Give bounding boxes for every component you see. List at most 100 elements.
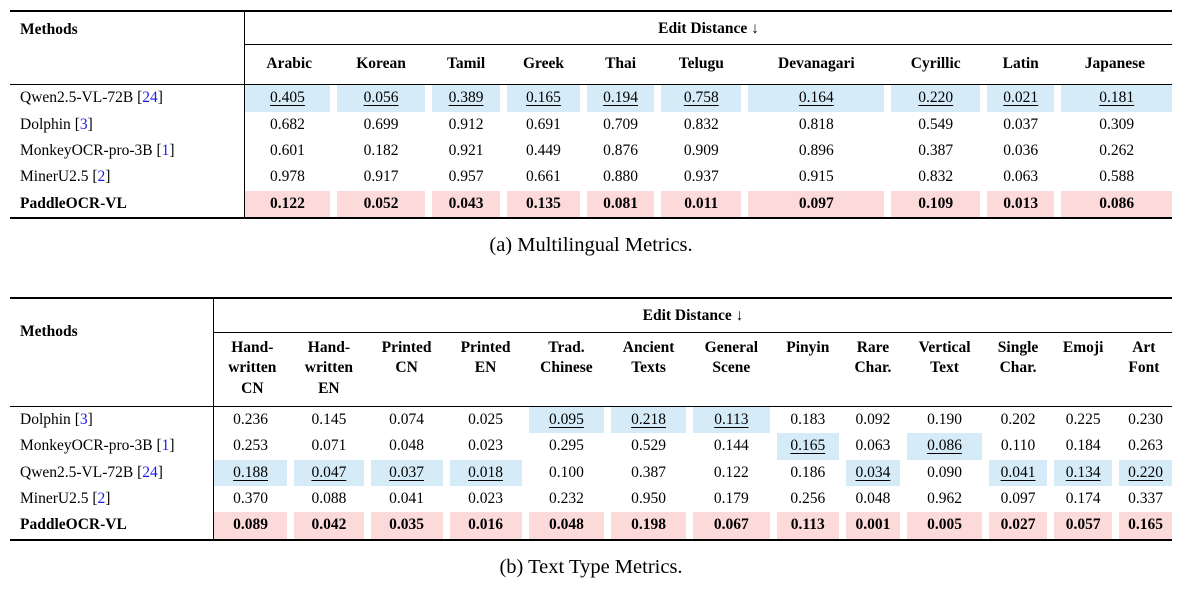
method-label: MinerU2.5 [2] xyxy=(20,486,213,512)
metric-cell: 0.937 xyxy=(658,164,745,190)
metric-value: 0.449 xyxy=(526,141,561,159)
table-row-paddleocr-vl: PaddleOCR-VL 0.122 0.052 0.043 0.135 0.081 0.0… xyxy=(10,190,1172,218)
metric-value: 0.025 xyxy=(468,411,503,428)
metric-value: 0.056 xyxy=(336,85,426,112)
column-header-telugu: Telugu xyxy=(657,44,745,86)
metric-cell: 0.135 xyxy=(504,190,584,218)
metric-cell: 0.876 xyxy=(583,138,657,164)
cite-bracket-open: [ xyxy=(137,463,143,481)
metric-value: 0.165 xyxy=(507,85,580,112)
metric-cell: 0.253 xyxy=(214,433,291,459)
metric-cell: 0.915 xyxy=(745,164,888,190)
citation-link[interactable]: 3 xyxy=(79,411,88,428)
cite-bracket-close: ] xyxy=(105,168,111,186)
table-row-mineru2-5: MinerU2.5 [2] 0.370 0.088 0.041 0.023 0.232 0.… xyxy=(10,485,1172,513)
metric-value: 0.876 xyxy=(603,141,639,159)
cite-bracket-open: [ xyxy=(137,89,143,107)
metric-value: 0.005 xyxy=(907,512,982,539)
metric-cell: 0.896 xyxy=(745,138,888,164)
metric-value: 0.023 xyxy=(468,489,503,507)
metric-cell: 0.182 xyxy=(333,138,428,164)
method-name: Qwen2.5-VL-72B xyxy=(20,89,134,107)
citation-link[interactable]: 2 xyxy=(97,489,106,507)
metric-cell: 0.179 xyxy=(689,486,773,512)
metric-value: 0.048 xyxy=(528,512,605,539)
method-name-cell: Dolphin [3] xyxy=(10,406,214,434)
metric-cell: 0.832 xyxy=(658,112,745,138)
metric-cell: 0.957 xyxy=(429,164,504,190)
citation-link[interactable]: 1 xyxy=(161,437,170,455)
metric-cell: 0.661 xyxy=(504,164,584,190)
metric-value: 0.405 xyxy=(245,85,330,112)
metric-value: 0.188 xyxy=(214,459,288,486)
metric-value: 0.909 xyxy=(683,141,719,159)
metric-cell: 0.037 xyxy=(984,112,1058,138)
metric-value: 0.758 xyxy=(661,85,742,112)
metric-value: 0.018 xyxy=(449,459,522,486)
metric-value: 0.937 xyxy=(683,168,719,186)
citation-link[interactable]: 24 xyxy=(142,89,158,107)
cite-bracket-close: ] xyxy=(169,141,175,159)
citation-link[interactable]: 3 xyxy=(79,115,88,133)
metric-cell: 0.090 xyxy=(904,460,986,486)
metric-value: 0.034 xyxy=(845,459,901,486)
metric-cell: 0.962 xyxy=(904,486,986,512)
metric-value: 0.071 xyxy=(311,437,347,455)
metric-value: 0.179 xyxy=(713,489,749,507)
metric-cell: 0.232 xyxy=(525,486,608,512)
method-name-cell: MonkeyOCR-pro-3B [1] xyxy=(10,137,245,165)
metric-value: 0.912 xyxy=(448,115,484,133)
metric-cell: 0.057 xyxy=(1051,512,1116,539)
citation-link[interactable]: 2 xyxy=(97,168,106,186)
metric-value: 0.090 xyxy=(927,463,962,481)
edit-distance-header: Edit Distance ↓ xyxy=(244,11,1172,45)
header-row-group: Methods Edit Distance ↓ xyxy=(10,11,1172,86)
metric-cell: 0.387 xyxy=(608,460,690,486)
metric-cell: 0.088 xyxy=(291,486,367,512)
table-row-monkeyocr-pro-3b: MonkeyOCR-pro-3B [1] 0.601 0.182 0.921 0.449… xyxy=(10,137,1172,165)
metric-cell: 0.023 xyxy=(446,433,525,459)
metric-cell: 0.165 xyxy=(1116,512,1172,539)
metric-value: 0.067 xyxy=(692,512,770,539)
metric-cell: 0.601 xyxy=(245,138,334,164)
metric-cell: 0.220 xyxy=(888,85,984,112)
column-header-vertical-text: Vertical Text xyxy=(903,332,986,408)
metric-cell: 0.145 xyxy=(291,407,367,434)
metric-value: 0.063 xyxy=(855,437,891,455)
method-label: Qwen2.5-VL-72B [24] xyxy=(20,460,213,486)
metric-value: 0.370 xyxy=(233,489,269,507)
metric-value: 0.529 xyxy=(631,437,667,455)
metric-cell: 0.389 xyxy=(429,85,504,112)
column-header-latin: Latin xyxy=(983,44,1058,86)
cite-bracket-open: [ xyxy=(74,411,80,428)
table-row-dolphin: Dolphin [3] 0.236 0.145 0.074 0.025 0.095 0.21… xyxy=(10,406,1172,434)
metric-value: 0.110 xyxy=(1000,437,1036,455)
metric-value: 0.263 xyxy=(1128,437,1164,455)
citation-link[interactable]: 24 xyxy=(142,463,158,481)
cite-bracket-close: ] xyxy=(157,89,163,107)
header-row-group: Methods Edit Distance ↓ xyxy=(10,297,1172,407)
metric-cell: 0.048 xyxy=(842,486,903,512)
metric-cell: 0.018 xyxy=(446,459,525,486)
metric-cell: 0.263 xyxy=(1116,433,1172,459)
metric-value: 0.202 xyxy=(1000,411,1036,428)
method-name-cell: Qwen2.5-VL-72B [24] xyxy=(10,84,245,112)
metric-cell: 0.912 xyxy=(429,112,504,138)
column-header-pinyin: Pinyin xyxy=(773,332,843,408)
metric-cell: 0.043 xyxy=(429,190,504,218)
method-name: MonkeyOCR-pro-3B xyxy=(20,437,153,455)
metric-cell: 0.036 xyxy=(984,138,1058,164)
metric-cell: 0.691 xyxy=(504,112,584,138)
method-name: PaddleOCR-VL xyxy=(20,516,127,534)
method-label: Dolphin [3] xyxy=(20,407,213,433)
citation-link[interactable]: 1 xyxy=(161,141,170,159)
method-name: MinerU2.5 xyxy=(20,489,89,507)
column-header-general-scene: General Scene xyxy=(689,332,774,408)
metric-value: 0.880 xyxy=(603,168,639,186)
metric-cell: 0.202 xyxy=(985,407,1050,434)
metric-value: 0.230 xyxy=(1128,411,1164,428)
metric-value: 0.081 xyxy=(586,190,655,217)
column-header-emoji: Emoji xyxy=(1050,332,1116,408)
column-header-hand-written-cn: Hand- written CN xyxy=(213,332,291,408)
